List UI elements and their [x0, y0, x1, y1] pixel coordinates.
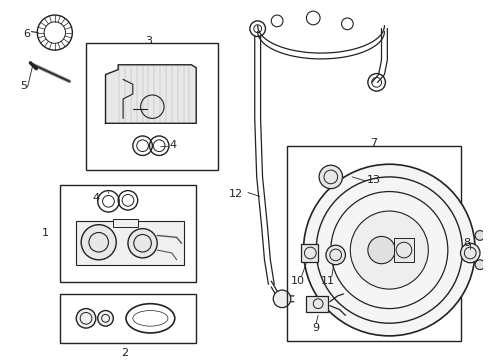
Circle shape	[273, 290, 290, 307]
Circle shape	[474, 230, 484, 240]
Bar	[393, 238, 413, 262]
Bar	[76, 221, 183, 265]
Text: 4: 4	[93, 193, 100, 203]
Circle shape	[81, 225, 116, 260]
Circle shape	[367, 237, 394, 264]
Circle shape	[349, 211, 427, 289]
Text: 13: 13	[366, 175, 380, 185]
Text: 4: 4	[169, 140, 177, 150]
Text: 9: 9	[312, 323, 319, 333]
Bar	[86, 43, 217, 170]
Bar	[286, 146, 460, 341]
Text: 3: 3	[144, 36, 152, 45]
Bar	[306, 296, 327, 311]
Text: 10: 10	[290, 276, 304, 287]
Circle shape	[98, 311, 113, 326]
Circle shape	[128, 229, 157, 258]
Polygon shape	[105, 65, 196, 123]
Text: 8: 8	[462, 238, 469, 248]
Bar	[60, 185, 196, 282]
Text: 7: 7	[369, 138, 377, 148]
Text: 11: 11	[321, 276, 334, 287]
Circle shape	[76, 309, 96, 328]
Circle shape	[325, 245, 345, 265]
Bar	[113, 219, 138, 227]
Text: 5: 5	[20, 81, 27, 91]
Bar	[60, 294, 196, 343]
Bar	[300, 244, 318, 262]
Circle shape	[460, 243, 479, 263]
Text: 12: 12	[228, 189, 242, 199]
Circle shape	[319, 165, 342, 189]
Text: 2: 2	[121, 348, 128, 357]
Text: 6: 6	[23, 29, 31, 39]
Text: 1: 1	[42, 229, 49, 238]
Circle shape	[474, 260, 484, 270]
Circle shape	[303, 164, 474, 336]
